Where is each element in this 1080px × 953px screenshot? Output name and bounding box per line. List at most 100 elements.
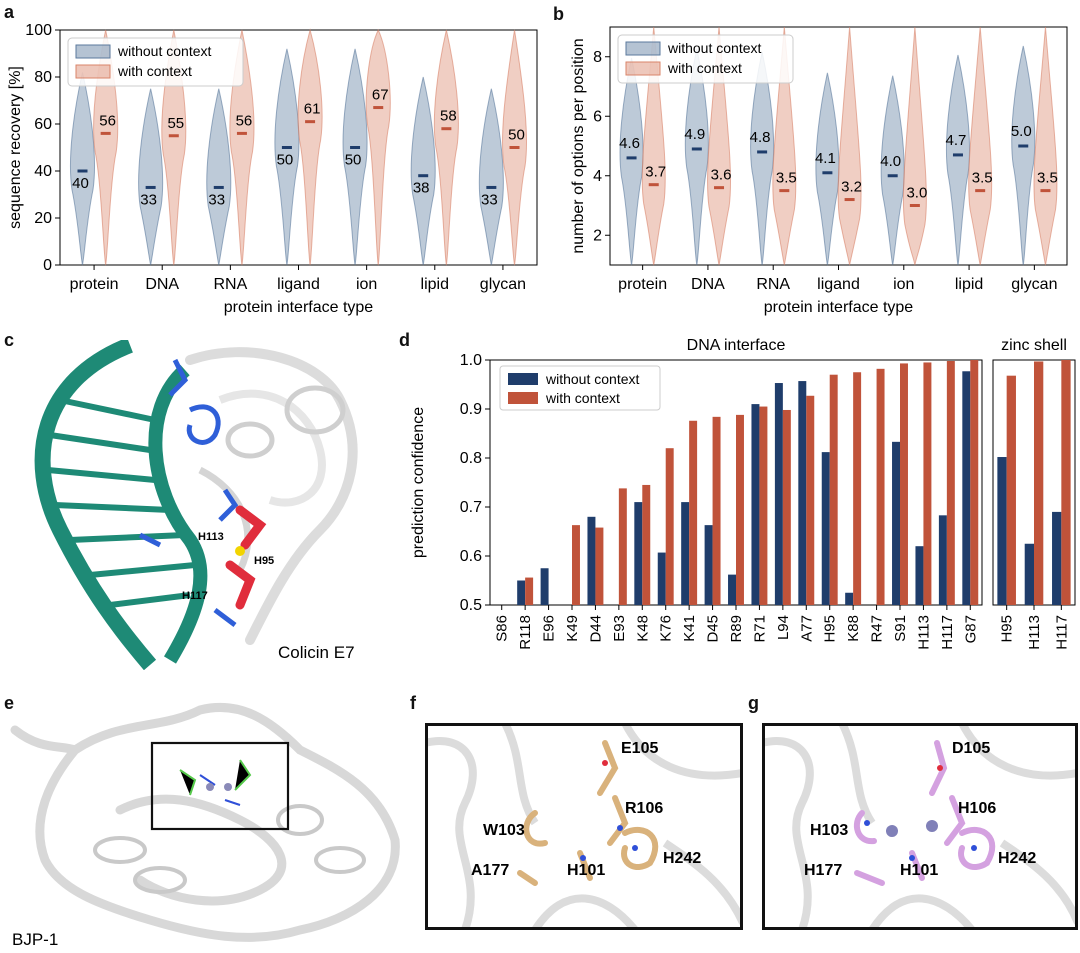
x-tick-label: L94 <box>775 615 792 640</box>
y-tick-label: 0.8 <box>460 450 482 467</box>
violin-with-ligand <box>837 26 862 266</box>
x-tick-label: lipid <box>955 276 983 293</box>
structure-label-h95: H95 <box>254 555 274 567</box>
median-label: 33 <box>208 191 225 208</box>
group-title: zinc shell <box>1001 337 1067 354</box>
residue-label-h106: H106 <box>958 800 996 817</box>
violin-without-ion <box>880 75 905 266</box>
y-axis-label: prediction confidence <box>410 407 427 558</box>
bar-without-H113 <box>1024 543 1034 605</box>
x-tick-label: ion <box>893 276 914 293</box>
bar-without-D45 <box>704 525 713 605</box>
median-label: 3.0 <box>906 185 927 202</box>
bar-with-L94 <box>782 409 791 605</box>
residue-label-h177: H177 <box>804 862 842 879</box>
red-residues <box>225 505 267 610</box>
bar-with-K49 <box>572 525 580 605</box>
zinc-ion <box>235 546 245 556</box>
y-tick-label: 100 <box>25 22 52 39</box>
x-tick-label: protein <box>618 276 667 293</box>
residue-label-h103: H103 <box>810 822 848 839</box>
violin-without-ion <box>342 48 368 266</box>
dna-double-helix <box>34 340 208 670</box>
structure-caption-bjp1: BJP-1 <box>12 930 58 949</box>
x-tick-label: G87 <box>962 615 979 643</box>
bar-with-R89 <box>736 414 744 605</box>
bar-with-E93 <box>618 488 627 605</box>
violin-with-RNA <box>772 26 797 266</box>
x-tick-label: RNA <box>756 276 790 293</box>
violin-without-lipid <box>945 54 970 266</box>
violin-chart-options: 2 4 6 8 number of options per position protei… <box>570 26 1068 316</box>
bar-with-K88 <box>853 372 862 605</box>
y-tick-label: 4 <box>593 168 602 185</box>
legend-swatch <box>75 44 111 59</box>
violin-without-glycan <box>1011 45 1036 266</box>
panel-letter-d: d <box>399 330 410 350</box>
violin-with-ion <box>365 28 391 266</box>
bar-without-A77 <box>798 381 807 605</box>
y-tick-label: 0.5 <box>460 597 482 614</box>
panel-letter-c: c <box>4 330 15 350</box>
bar-without-K48 <box>634 502 643 605</box>
legend-label: without context <box>545 371 639 387</box>
residue-label-h101-design: H101 <box>900 862 938 879</box>
bar-without-H95 <box>997 457 1007 605</box>
y-tick-label: 0.6 <box>460 548 482 565</box>
bar-with-A77 <box>806 395 815 605</box>
residue-label-h242-design: H242 <box>998 850 1036 867</box>
legend-label: without context <box>667 40 761 56</box>
x-tick-label: H95 <box>822 615 839 643</box>
violin-with-lipid <box>433 29 459 266</box>
median-label: 3.2 <box>841 179 862 196</box>
median-label: 4.7 <box>946 132 967 149</box>
median-label: 4.9 <box>684 126 705 143</box>
x-tick-label: K48 <box>634 615 651 642</box>
structure-caption-colicin: Colicin E7 <box>278 643 355 662</box>
median-label: 3.6 <box>711 167 732 184</box>
x-tick-label: DNA <box>145 276 179 293</box>
panel-letter-f: f <box>410 693 416 713</box>
median-label: 40 <box>72 175 89 192</box>
y-axis-label: number of options per position <box>570 38 587 253</box>
x-tick-label: lipid <box>421 276 449 293</box>
violin-without-DNA <box>684 48 709 266</box>
x-axis-label: protein interface type <box>764 299 914 316</box>
bar-with-H95 <box>1006 375 1016 605</box>
x-tick-label: K49 <box>564 615 581 642</box>
median-label: 33 <box>481 191 498 208</box>
bar-without-R71 <box>751 404 760 605</box>
y-tick-label: 0.7 <box>460 499 482 516</box>
panel-letter-e: e <box>4 693 15 713</box>
x-tick-label: D45 <box>705 615 722 643</box>
bar-chart-confidence: 0.5 0.6 0.7 0.8 0.9 1.0 prediction confidence D… <box>410 337 1076 650</box>
x-tick-label: H95 <box>999 615 1016 643</box>
y-tick-label: 0.9 <box>460 401 482 418</box>
x-tick-label: R89 <box>728 615 745 643</box>
x-tick-label: H117 <box>1053 615 1070 650</box>
bar-with-K76 <box>665 448 674 605</box>
median-label: 4.0 <box>880 153 901 170</box>
y-tick-label: 2 <box>593 227 602 244</box>
x-tick-label: glycan <box>1011 276 1057 293</box>
bar-without-H113 <box>915 546 924 605</box>
median-label: 61 <box>304 101 321 118</box>
residue-label-h242: H242 <box>663 850 701 867</box>
violin-without-lipid <box>410 76 436 266</box>
violin-chart-recovery: 0 20 40 60 80 100 sequence recovery [%] protein… <box>7 22 538 316</box>
median-label: 56 <box>99 112 116 129</box>
x-tick-label: K88 <box>845 615 862 642</box>
x-tick-label: A77 <box>798 615 815 642</box>
median-label: 55 <box>167 115 184 132</box>
colicin-e7-structure: H113 H95 H117 Colicin E7 <box>34 340 358 670</box>
median-label: 4.1 <box>815 150 836 167</box>
median-label: 3.5 <box>972 170 993 187</box>
legend-label: without context <box>117 43 211 59</box>
median-label: 38 <box>413 180 430 197</box>
bjp1-structure: BJP-1 <box>10 702 400 949</box>
median-label: 5.0 <box>1011 123 1032 140</box>
y-tick-label: 0 <box>43 257 52 274</box>
y-tick-label: 1.0 <box>460 352 482 369</box>
x-tick-label: H113 <box>915 615 932 650</box>
x-tick-label: E96 <box>541 615 558 642</box>
